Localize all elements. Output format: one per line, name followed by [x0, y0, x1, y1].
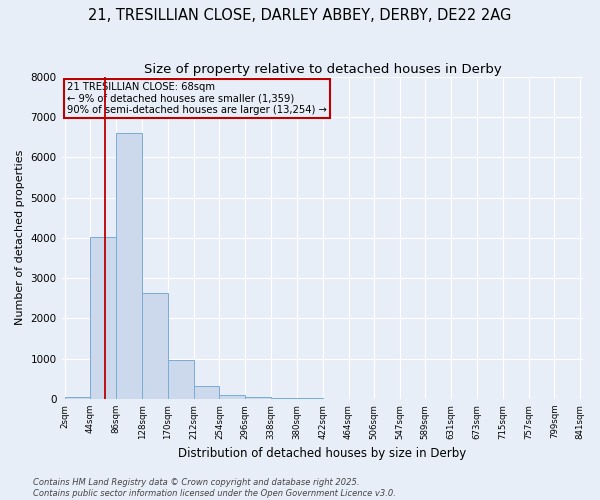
- Text: 21, TRESILLIAN CLOSE, DARLEY ABBEY, DERBY, DE22 2AG: 21, TRESILLIAN CLOSE, DARLEY ABBEY, DERB…: [88, 8, 512, 22]
- Text: Contains HM Land Registry data © Crown copyright and database right 2025.
Contai: Contains HM Land Registry data © Crown c…: [33, 478, 396, 498]
- Bar: [220, 394, 245, 399]
- X-axis label: Distribution of detached houses by size in Derby: Distribution of detached houses by size …: [178, 447, 467, 460]
- Bar: [65, 397, 91, 399]
- Bar: [271, 398, 297, 399]
- Bar: [116, 133, 142, 399]
- Bar: [245, 396, 271, 399]
- Title: Size of property relative to detached houses in Derby: Size of property relative to detached ho…: [143, 62, 501, 76]
- Y-axis label: Number of detached properties: Number of detached properties: [15, 150, 25, 326]
- Text: 21 TRESILLIAN CLOSE: 68sqm
← 9% of detached houses are smaller (1,359)
90% of se: 21 TRESILLIAN CLOSE: 68sqm ← 9% of detac…: [67, 82, 326, 114]
- Bar: [91, 237, 116, 399]
- Bar: [297, 398, 323, 399]
- Bar: [168, 360, 194, 399]
- Bar: [194, 386, 220, 399]
- Bar: [142, 294, 168, 399]
